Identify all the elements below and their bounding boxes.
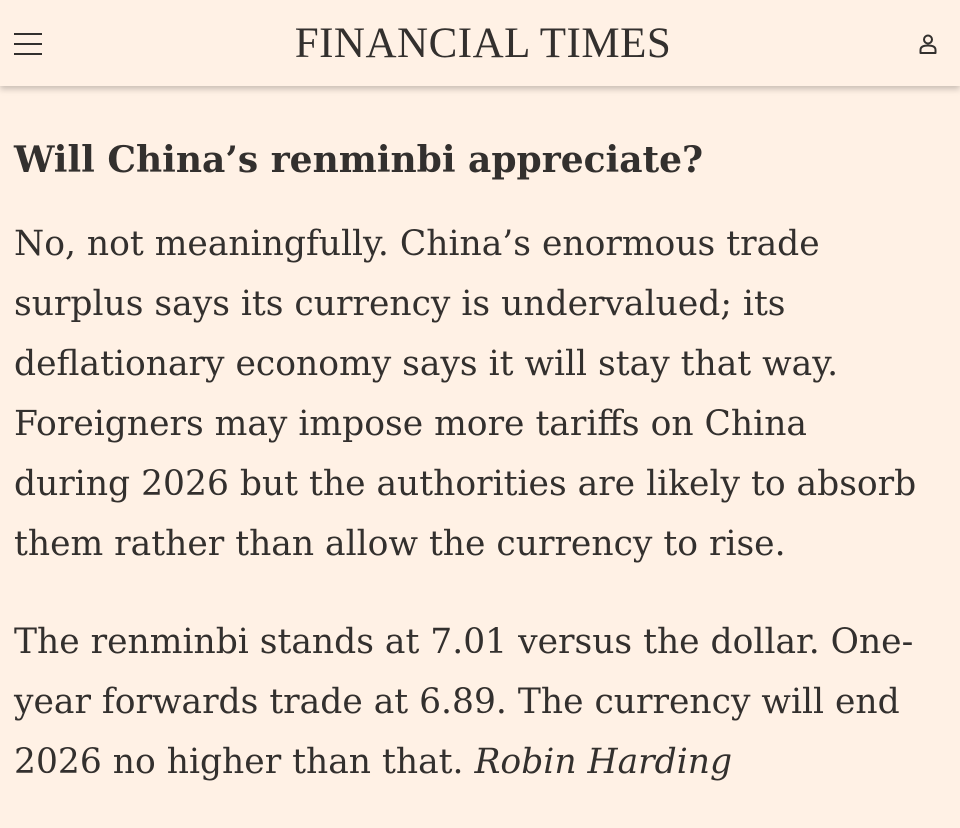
hamburger-menu-icon[interactable] xyxy=(14,31,44,57)
menu-bar xyxy=(14,53,42,55)
paragraph-line: Foreigners may impose more tariffs on Ch… xyxy=(14,404,807,444)
paragraph-line: surplus says its currency is undervalued… xyxy=(14,284,786,324)
paragraph-line-text: 2026 no higher than that. xyxy=(14,742,464,782)
article-body: Will China’s renminbi appreciate? No, no… xyxy=(14,86,944,792)
menu-bar xyxy=(14,33,42,35)
forecast-paragraph: The renminbi stands at 7.01 versus the d… xyxy=(14,612,944,792)
paragraph-line: The renminbi stands at 7.01 versus the d… xyxy=(14,622,914,662)
paragraph-line-with-byline: 2026 no higher than that. Robin Harding xyxy=(14,732,944,792)
answer-paragraph: No, not meaningfully. China’s enormous t… xyxy=(14,214,944,574)
user-glyph xyxy=(919,34,937,54)
top-header: FINANCIAL TIMES xyxy=(0,0,960,86)
paragraph-line: deflationary economy says it will stay t… xyxy=(14,344,839,384)
menu-bar xyxy=(14,43,42,45)
paragraph-line: during 2026 but the authorities are like… xyxy=(14,464,917,504)
paragraph-line: year forwards trade at 6.89. The currenc… xyxy=(14,682,900,722)
user-account-icon[interactable] xyxy=(914,30,942,58)
question-heading: Will China’s renminbi appreciate? xyxy=(14,139,704,181)
paragraph-line: No, not meaningfully. China’s enormous t… xyxy=(14,224,820,264)
masthead-logo[interactable]: FINANCIAL TIMES xyxy=(294,20,672,67)
author-byline: Robin Harding xyxy=(474,742,733,782)
paragraph-line: them rather than allow the currency to r… xyxy=(14,524,786,564)
